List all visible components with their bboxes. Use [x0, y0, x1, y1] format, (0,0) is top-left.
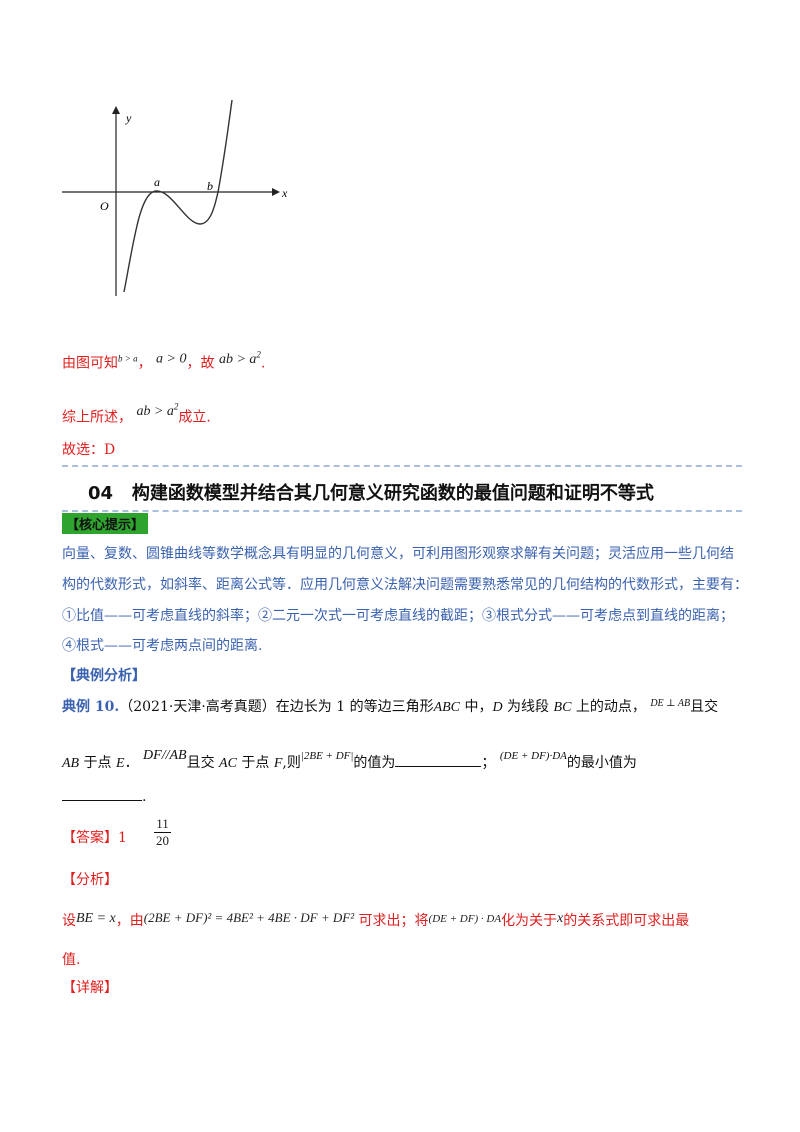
example-line2-f: 的值为	[353, 755, 396, 771]
segment-ac: AC	[219, 756, 237, 771]
segment-bc: BC	[553, 700, 572, 715]
x-axis-label: x	[281, 186, 288, 200]
example-line2-h: 的最小值为	[566, 755, 637, 771]
example-label: 典例 10.	[62, 699, 120, 715]
example-line-1: 典例 10.（2021·天津·高考真题）在边长为 1 的等边三角形ABC 中，D…	[62, 694, 718, 718]
analysis-mid2: 可求出；将	[358, 913, 429, 929]
origin-label: O	[100, 199, 109, 213]
line1-result-exp: 2	[256, 349, 261, 359]
line1-end: .	[260, 355, 266, 372]
hint-line-2: 构的代数形式，如斜率、距离公式等．应用几何意义法解决问题需要熟悉常见的几何结构的…	[62, 577, 748, 593]
example-line2-g: ；	[481, 755, 496, 771]
fraction-numerator: 11	[154, 816, 171, 833]
point-f: F	[273, 756, 283, 771]
example-line2-e: ,则	[282, 755, 301, 771]
analysis-line-2: 值.	[62, 952, 81, 968]
analysis-prefix: 设	[62, 913, 76, 929]
point-a-label: a	[154, 175, 160, 189]
example-line2-a: 于点	[79, 755, 117, 771]
example-mid1: 中，	[460, 699, 493, 715]
example-line2-b: ．	[124, 755, 139, 771]
line1-prefix: 由图可知	[62, 355, 118, 372]
example-end1: 且交	[690, 699, 719, 715]
point-e: E	[116, 756, 125, 771]
analysis-line-1: 设BE = x，由(2BE + DF)² = 4BE² + 4BE · DF +…	[62, 908, 689, 931]
point-d: D	[492, 700, 503, 715]
dot-product-expr: (DE + DF)·DA	[499, 750, 567, 762]
line1-cond2: a > 0	[156, 351, 187, 367]
line1-cond1: b > a	[118, 353, 138, 364]
answer-blank-1	[395, 752, 482, 767]
example-line2-d: 于点	[236, 755, 274, 771]
parallel-expr: DF//AB	[143, 748, 187, 763]
choice-line: 故选：D	[62, 442, 116, 458]
expansion-formula: (2BE + DF)² = 4BE² + 4BE · DF + DF²	[143, 910, 355, 925]
conclusion-line-2: 综上所述， ab > a2成立.	[62, 396, 211, 428]
section-divider-bottom	[62, 510, 742, 512]
y-axis-label: y	[125, 111, 132, 125]
function-graph: y x O a b	[62, 100, 288, 296]
hint-line-1: 向量、复数、圆锥曲线等数学概念具有明显的几何意义，可利用图形观察求解有关问题；灵…	[62, 546, 734, 562]
line2-prefix: 综上所述，	[62, 409, 132, 426]
example-line-2: AB 于点 E． DF//AB且交 AC 于点 F,则|2BE + DF|的值为…	[62, 746, 637, 774]
answer-fraction: 11 20	[154, 816, 171, 849]
y-axis-arrow	[112, 106, 120, 114]
analysis-mid3: 化为关于	[501, 913, 558, 929]
line2-expr-exp: 2	[173, 401, 179, 411]
line1-sep2: ，故	[186, 355, 215, 372]
analysis-mid1: ，由	[115, 913, 144, 929]
triangle-abc: ABC	[433, 700, 461, 715]
line1-result: ab > a	[218, 351, 257, 367]
cubic-curve	[123, 100, 233, 293]
answer-blank-2	[62, 786, 142, 801]
detail-tag: 【详解】	[62, 980, 118, 996]
analysis-mid4: 的关系式即可求出最	[563, 913, 690, 929]
section-divider-top	[62, 465, 742, 467]
answer-line: 【答案】1	[62, 828, 127, 848]
hint-tag: 【核心提示】	[62, 513, 149, 534]
example-source: （2021·天津·高考真题）在边长为 1 的等边三角形	[119, 699, 434, 715]
example-mid3: 上的动点，	[571, 699, 646, 715]
section-heading: 04 构建函数模型并结合其几何意义研究函数的最值问题和证明不等式	[88, 479, 654, 505]
x-axis-arrow	[272, 188, 280, 196]
conclusion-line-1: 由图可知b > a， a > 0，故 ab > a2.	[62, 344, 265, 374]
analysis-dot-expr: (DE + DF) · DA	[428, 913, 502, 925]
line1-sep1: ，	[137, 355, 152, 372]
abs-vector-expr: |2BE + DF|	[300, 750, 354, 762]
answer-value-1: 1	[118, 830, 127, 846]
line2-suffix: 成立.	[178, 409, 211, 426]
hint-line-4: ④根式——可考虑两点间的距离.	[62, 638, 263, 654]
fraction-denominator: 20	[156, 833, 169, 848]
example-mid2: 为线段	[502, 699, 554, 715]
example-line-3: .	[62, 786, 146, 807]
section-title: 构建函数模型并结合其几何意义研究函数的最值问题和证明不等式	[131, 483, 654, 504]
variable-x: x	[557, 911, 564, 926]
example-tag: 【典例分析】	[62, 668, 146, 684]
analysis-tag: 【分析】	[62, 872, 118, 888]
answer-tag: 【答案】	[62, 830, 118, 846]
example-line3-end: .	[142, 789, 147, 805]
hint-line-3: ①比值——可考虑直线的斜率；②二元一次式一可考虑直线的截距；③根式分式——可考虑…	[62, 608, 734, 624]
point-b-label: b	[207, 179, 213, 193]
perp-expr: DE ⊥ AB	[650, 698, 691, 709]
let-expr: BE = x	[76, 911, 116, 926]
example-line2-c: 且交	[186, 755, 220, 771]
line2-expr: ab > a	[136, 403, 174, 419]
section-number: 04	[88, 483, 114, 504]
segment-ab: AB	[62, 756, 80, 771]
